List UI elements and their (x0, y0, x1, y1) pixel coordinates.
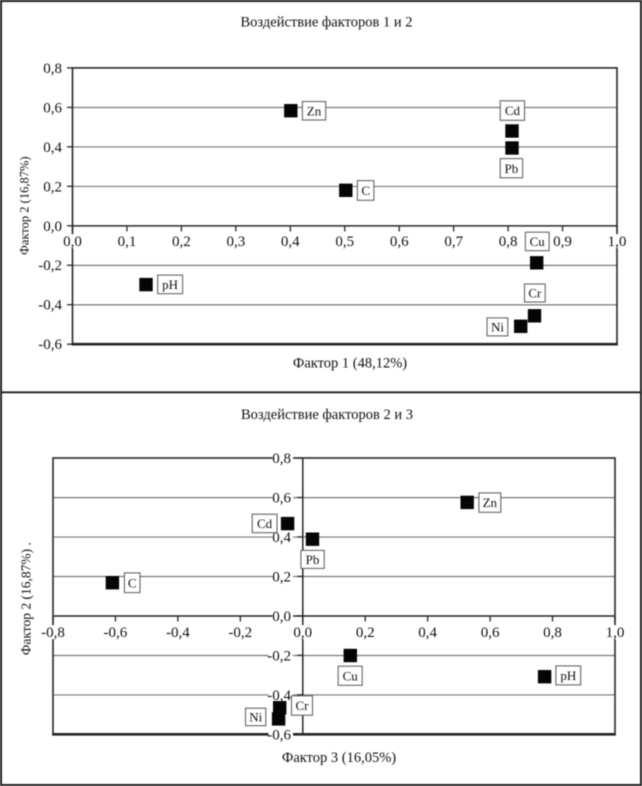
svg-text:Воздействие факторов 2 и 3: Воздействие факторов 2 и 3 (241, 407, 413, 423)
svg-text:C: C (361, 183, 370, 198)
svg-text:-0,4: -0,4 (267, 688, 291, 704)
svg-text:Ni: Ni (249, 710, 262, 725)
svg-text:Pb: Pb (306, 552, 320, 567)
svg-text:Zn: Zn (307, 103, 322, 118)
svg-text:0,6: 0,6 (481, 625, 500, 641)
svg-text:-0,2: -0,2 (267, 648, 291, 664)
svg-text:0,9: 0,9 (553, 234, 572, 250)
svg-text:-0,6: -0,6 (267, 727, 291, 743)
svg-text:Cu: Cu (530, 234, 546, 249)
svg-text:pH: pH (560, 668, 576, 683)
svg-text:0,6: 0,6 (43, 100, 62, 116)
svg-text:0,7: 0,7 (444, 234, 463, 250)
svg-text:0,0: 0,0 (293, 625, 312, 641)
svg-text:0,0: 0,0 (63, 234, 82, 250)
svg-text:Фактор 1 (48,12%): Фактор 1 (48,12%) (293, 355, 407, 371)
svg-text:0,4: 0,4 (43, 140, 62, 156)
svg-text:0,8: 0,8 (43, 61, 62, 77)
svg-text:pH: pH (162, 277, 178, 292)
svg-text:0,4: 0,4 (272, 530, 291, 546)
svg-text:Фактор 2 (16,87%): Фактор 2 (16,87%) (18, 156, 32, 255)
svg-text:0,0: 0,0 (43, 219, 62, 235)
svg-text:Фактор 2 (16,87%) .: Фактор 2 (16,87%) . (19, 542, 34, 655)
svg-text:0,2: 0,2 (356, 625, 375, 641)
svg-text:0,5: 0,5 (335, 234, 354, 250)
svg-text:1,0: 1,0 (608, 234, 627, 250)
svg-text:Pb: Pb (505, 161, 519, 176)
svg-text:0,2: 0,2 (272, 569, 291, 585)
svg-text:-0,2: -0,2 (228, 625, 252, 641)
svg-text:0,6: 0,6 (390, 234, 409, 250)
svg-text:-0,6: -0,6 (38, 337, 62, 353)
svg-text:Cr: Cr (528, 286, 542, 301)
svg-text:Воздействие факторов 1 и 2: Воздействие факторов 1 и 2 (241, 14, 413, 30)
svg-text:-0,4: -0,4 (166, 625, 190, 641)
svg-text:Cr: Cr (296, 698, 310, 713)
svg-text:Cd: Cd (505, 103, 521, 118)
svg-text:Cd: Cd (257, 516, 273, 531)
svg-text:0,2: 0,2 (43, 179, 62, 195)
svg-text:0,4: 0,4 (418, 625, 437, 641)
svg-text:Фактор 3 (16,05%): Фактор 3 (16,05%) (282, 750, 396, 766)
svg-text:1,0: 1,0 (606, 625, 625, 641)
svg-text:-0,8: -0,8 (41, 625, 65, 641)
svg-text:0,8: 0,8 (272, 451, 291, 467)
svg-text:0,6: 0,6 (272, 491, 291, 507)
svg-text:0,3: 0,3 (227, 234, 246, 250)
svg-text:0,4: 0,4 (281, 234, 300, 250)
svg-text:Cu: Cu (343, 668, 359, 683)
svg-text:0,0: 0,0 (272, 609, 291, 625)
svg-text:Zn: Zn (483, 495, 498, 510)
svg-text:0,8: 0,8 (543, 625, 562, 641)
svg-text:C: C (128, 575, 137, 590)
svg-text:0,8: 0,8 (499, 234, 518, 250)
svg-text:-0,6: -0,6 (104, 625, 128, 641)
svg-text:0,2: 0,2 (172, 234, 191, 250)
svg-text:Ni: Ni (491, 320, 504, 335)
svg-text:-0,2: -0,2 (38, 258, 62, 274)
svg-text:0,1: 0,1 (118, 234, 137, 250)
svg-text:-0,4: -0,4 (38, 298, 62, 314)
